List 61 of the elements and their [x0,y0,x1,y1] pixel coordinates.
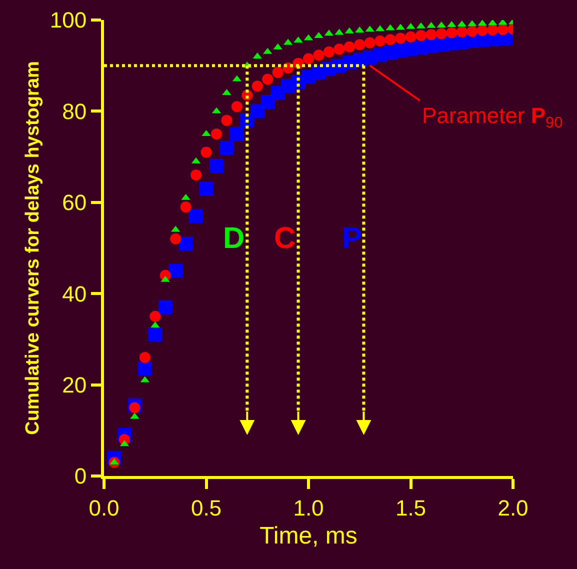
x-tick-label: 0.0 [88,495,120,520]
point [334,44,345,55]
point [354,39,366,50]
y-axis-title: Cumulative curvers for delays hystogram [22,61,44,435]
point [364,37,376,48]
point [199,182,214,196]
y-tick-label: 60 [62,190,87,216]
point [252,80,263,92]
point [262,74,274,85]
point [260,95,275,110]
point [476,24,488,36]
point [170,233,182,244]
point [436,28,447,40]
point [303,53,314,64]
x-tick-label: 1.0 [293,495,324,520]
annotation: Parameter P$_{90}$ [422,103,563,132]
point [272,66,284,78]
point [178,236,193,250]
ref-line-label: P [342,222,362,255]
point [446,27,458,38]
point [313,50,324,61]
point [190,170,202,181]
point [168,264,183,278]
point [487,24,498,36]
point [158,300,172,314]
point [129,402,140,414]
y-tick-label: 0 [74,464,87,489]
x-axis-title: Time, ms [260,522,358,550]
point [384,34,396,46]
point [456,26,468,38]
ref-line-label: D [223,222,245,255]
y-tick-label: 40 [62,281,87,306]
y-tick-label: 20 [62,372,87,398]
point [405,31,416,42]
point [374,35,386,46]
point [139,352,150,363]
point [230,127,244,141]
point [138,362,152,376]
point [344,41,355,52]
point [395,32,406,44]
point [150,310,161,322]
ref-line-label: C [274,222,296,255]
point [189,209,204,224]
point [323,46,334,58]
x-tick-label: 0.5 [190,495,222,520]
point [497,24,508,36]
point [426,29,437,40]
point [200,146,212,158]
point [231,101,242,112]
point [148,328,162,342]
point [220,140,234,155]
x-tick-label: 2.0 [498,495,528,520]
point [209,158,224,173]
point [466,26,478,37]
x-tick-label: 1.5 [395,495,426,520]
y-tick-label: 100 [50,8,87,33]
point [415,30,426,41]
point [210,128,222,140]
point [221,114,232,126]
y-tick-label: 80 [62,98,87,124]
point [180,201,192,212]
